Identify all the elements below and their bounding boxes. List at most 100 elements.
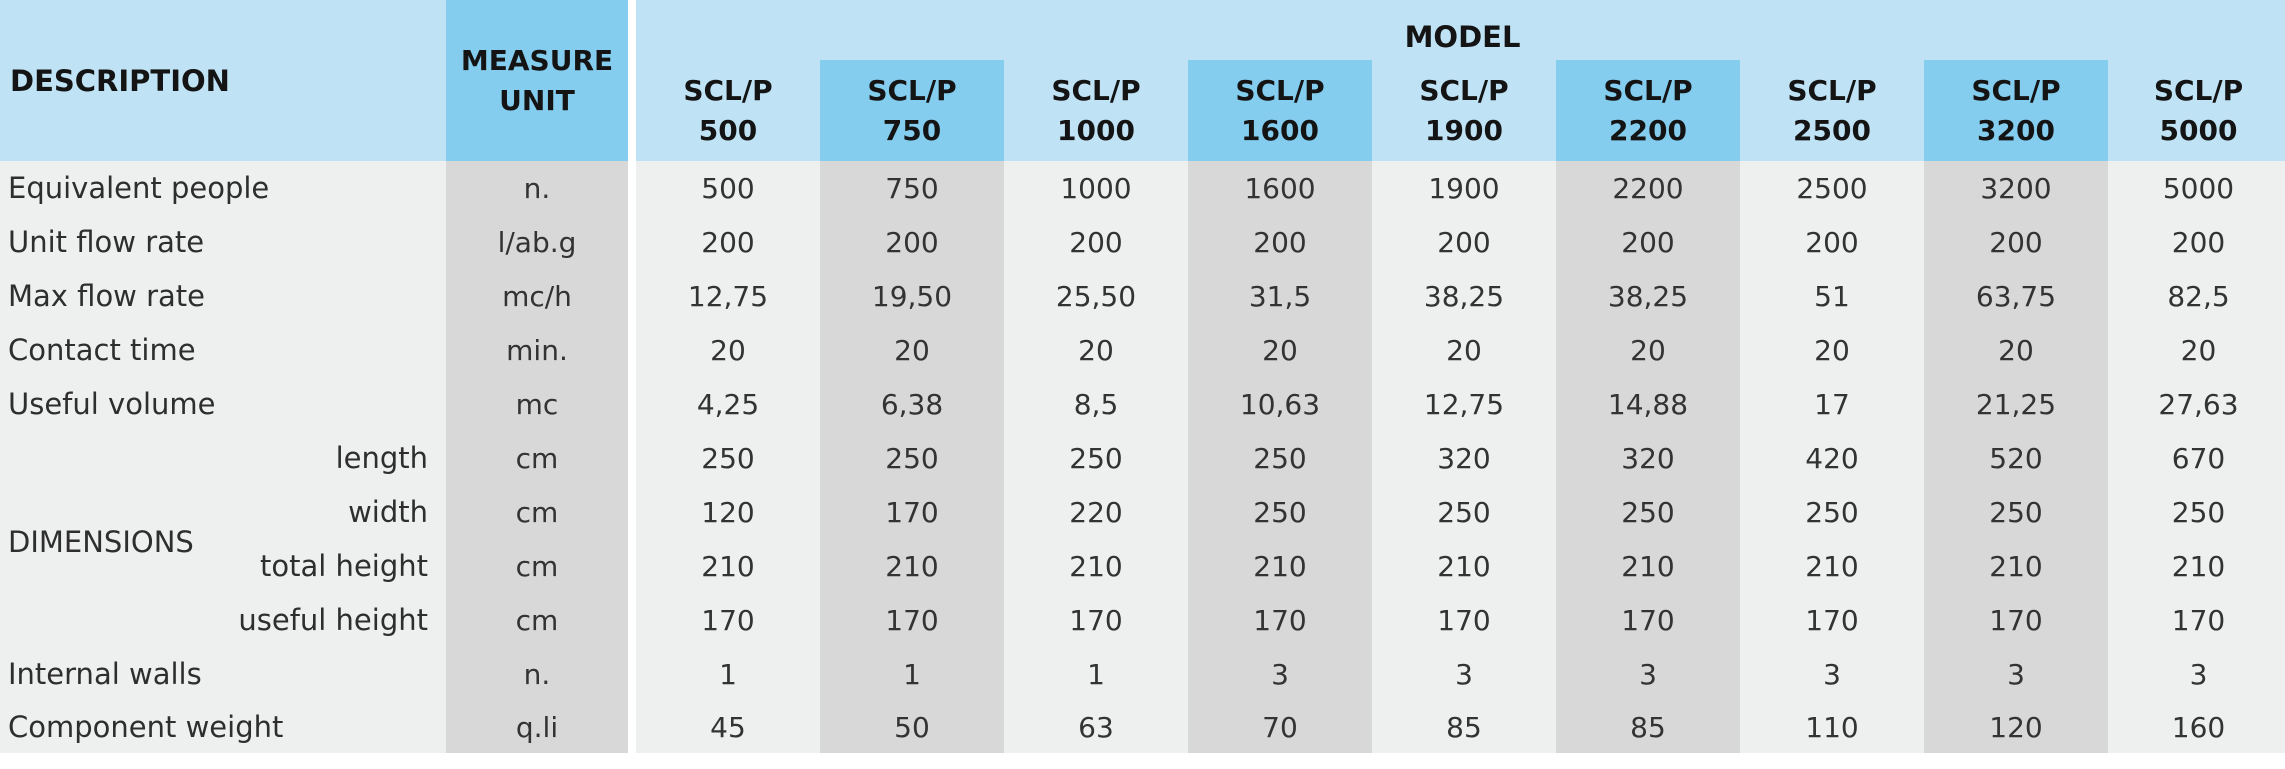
value-cell: 45 bbox=[636, 701, 820, 753]
value-cell: 20 bbox=[1740, 323, 1924, 377]
measure-unit-header-line2: UNIT bbox=[499, 83, 575, 117]
value-cell: 10,63 bbox=[1188, 377, 1372, 431]
unit-cell: cm bbox=[446, 539, 628, 593]
unit-cell: q.li bbox=[446, 701, 628, 753]
model-header-scl-p-1000: SCL/P 1000 bbox=[1004, 60, 1188, 161]
model-header-line2: 1600 bbox=[1241, 113, 1319, 147]
value-cell: 210 bbox=[1924, 539, 2108, 593]
value-cell: 1 bbox=[636, 647, 820, 701]
value-cell: 2500 bbox=[1740, 161, 1924, 215]
dimensions-group-label: DIMENSIONS bbox=[8, 525, 194, 559]
value-cell: 21,25 bbox=[1924, 377, 2108, 431]
value-cell: 1600 bbox=[1188, 161, 1372, 215]
value-cell: 1 bbox=[1004, 647, 1188, 701]
value-cell: 250 bbox=[820, 431, 1004, 485]
value-cell: 200 bbox=[1188, 215, 1372, 269]
value-cell: 170 bbox=[820, 485, 1004, 539]
value-cell: 20 bbox=[1924, 323, 2108, 377]
model-header-line1: SCL/P bbox=[2153, 73, 2244, 107]
value-cell: 210 bbox=[1556, 539, 1740, 593]
model-group-header: MODEL bbox=[636, 0, 2285, 60]
value-cell: 250 bbox=[1924, 485, 2108, 539]
row-label-contact-time: Contact time bbox=[0, 323, 446, 377]
model-header-line2: 750 bbox=[882, 113, 942, 147]
value-cell: 20 bbox=[820, 323, 1004, 377]
value-cell: 38,25 bbox=[1372, 269, 1556, 323]
measure-unit-header: MEASURE UNIT bbox=[446, 0, 628, 161]
measure-unit-header-line1: MEASURE bbox=[460, 43, 614, 77]
unit-cell: n. bbox=[446, 647, 628, 701]
value-cell: 51 bbox=[1740, 269, 1924, 323]
value-cell: 420 bbox=[1740, 431, 1924, 485]
row-label-max-flow-rate: Max flow rate bbox=[0, 269, 446, 323]
value-cell: 210 bbox=[1740, 539, 1924, 593]
value-cell: 17 bbox=[1740, 377, 1924, 431]
value-cell: 210 bbox=[1004, 539, 1188, 593]
model-header-line2: 5000 bbox=[2159, 113, 2238, 147]
value-cell: 250 bbox=[636, 431, 820, 485]
row-label-useful-height: useful height bbox=[0, 593, 446, 647]
value-cell: 20 bbox=[1556, 323, 1740, 377]
value-cell: 120 bbox=[1924, 701, 2108, 753]
row-label-component-weight: Component weight bbox=[0, 701, 446, 753]
value-cell: 82,5 bbox=[2108, 269, 2285, 323]
model-header-scl-p-2500: SCL/P 2500 bbox=[1740, 60, 1924, 161]
value-cell: 50 bbox=[820, 701, 1004, 753]
value-cell: 20 bbox=[2108, 323, 2285, 377]
value-cell: 250 bbox=[1188, 485, 1372, 539]
value-cell: 6,38 bbox=[820, 377, 1004, 431]
value-cell: 14,88 bbox=[1556, 377, 1740, 431]
value-cell: 3 bbox=[1924, 647, 2108, 701]
model-header-scl-p-750: SCL/P 750 bbox=[820, 60, 1004, 161]
value-cell: 20 bbox=[1372, 323, 1556, 377]
value-cell: 38,25 bbox=[1556, 269, 1740, 323]
value-cell: 170 bbox=[1004, 593, 1188, 647]
value-cell: 320 bbox=[1372, 431, 1556, 485]
value-cell: 70 bbox=[1188, 701, 1372, 753]
model-header-scl-p-3200: SCL/P 3200 bbox=[1924, 60, 2108, 161]
value-cell: 170 bbox=[636, 593, 820, 647]
row-label-equivalent-people: Equivalent people bbox=[0, 161, 446, 215]
value-cell: 25,50 bbox=[1004, 269, 1188, 323]
value-cell: 250 bbox=[1740, 485, 1924, 539]
unit-cell: mc/h bbox=[446, 269, 628, 323]
value-cell: 63 bbox=[1004, 701, 1188, 753]
value-cell: 1000 bbox=[1004, 161, 1188, 215]
model-header-line1: SCL/P bbox=[1419, 73, 1509, 107]
value-cell: 3 bbox=[1188, 647, 1372, 701]
row-label-width: width bbox=[0, 485, 446, 539]
value-cell: 200 bbox=[1372, 215, 1556, 269]
value-cell: 1900 bbox=[1372, 161, 1556, 215]
value-cell: 20 bbox=[1188, 323, 1372, 377]
value-cell: 200 bbox=[820, 215, 1004, 269]
model-header-scl-p-1600: SCL/P 1600 bbox=[1188, 60, 1372, 161]
value-cell: 170 bbox=[1740, 593, 1924, 647]
value-cell: 250 bbox=[1004, 431, 1188, 485]
value-cell: 85 bbox=[1372, 701, 1556, 753]
unit-cell: cm bbox=[446, 431, 628, 485]
value-cell: 170 bbox=[1372, 593, 1556, 647]
value-cell: 170 bbox=[1924, 593, 2108, 647]
value-cell: 3 bbox=[1556, 647, 1740, 701]
row-label-internal-walls: Internal walls bbox=[0, 647, 446, 701]
value-cell: 2200 bbox=[1556, 161, 1740, 215]
value-cell: 210 bbox=[1188, 539, 1372, 593]
value-cell: 520 bbox=[1924, 431, 2108, 485]
value-cell: 220 bbox=[1004, 485, 1188, 539]
value-cell: 19,50 bbox=[820, 269, 1004, 323]
value-cell: 250 bbox=[2108, 485, 2285, 539]
model-header-scl-p-5000: SCL/P 5000 bbox=[2108, 60, 2285, 161]
model-header-line1: SCL/P bbox=[1051, 73, 1141, 107]
model-header-line1: SCL/P bbox=[683, 73, 773, 107]
value-cell: 3200 bbox=[1924, 161, 2108, 215]
value-cell: 20 bbox=[636, 323, 820, 377]
value-cell: 210 bbox=[1372, 539, 1556, 593]
value-cell: 12,75 bbox=[1372, 377, 1556, 431]
value-cell: 85 bbox=[1556, 701, 1740, 753]
unit-cell: n. bbox=[446, 161, 628, 215]
value-cell: 120 bbox=[636, 485, 820, 539]
model-header-line2: 2500 bbox=[1793, 113, 1871, 147]
value-cell: 500 bbox=[636, 161, 820, 215]
value-cell: 170 bbox=[1188, 593, 1372, 647]
